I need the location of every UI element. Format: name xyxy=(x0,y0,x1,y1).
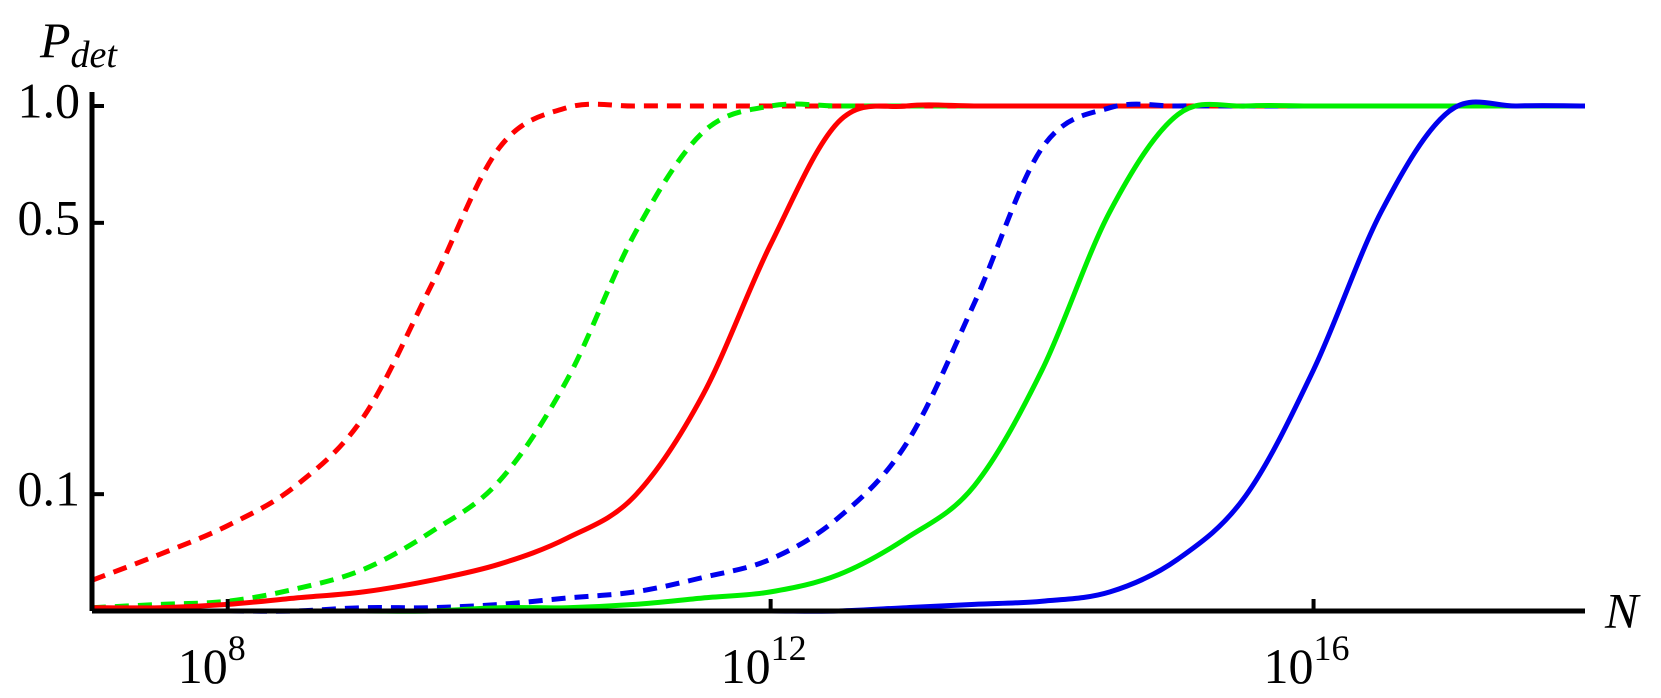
y-axis-label: Pdet xyxy=(39,12,118,75)
x-tick-power: 12 xyxy=(771,628,807,668)
x-tick-label: 1016 xyxy=(1264,628,1350,694)
x-tick-label: 1012 xyxy=(721,628,807,694)
curve xyxy=(91,102,1585,611)
curve xyxy=(92,101,1585,614)
y-tick-label: 0.5 xyxy=(18,189,81,245)
x-tick-label: 108 xyxy=(178,628,246,694)
curve xyxy=(91,101,1585,583)
x-axis-label: N xyxy=(1604,582,1641,638)
x-tick-base: 10 xyxy=(721,638,771,694)
x-tick-base: 10 xyxy=(178,638,228,694)
y-tick-label: 1.0 xyxy=(18,72,81,128)
curve xyxy=(91,101,1585,611)
y-label-main: P xyxy=(39,12,71,68)
y-label-sub: det xyxy=(71,34,119,76)
x-tick-power: 16 xyxy=(1314,628,1350,668)
curve xyxy=(92,101,1585,614)
x-tick-power: 8 xyxy=(228,628,246,668)
curve xyxy=(92,99,1586,614)
x-tick-base: 10 xyxy=(1264,638,1314,694)
y-tick-label: 0.1 xyxy=(18,461,81,517)
